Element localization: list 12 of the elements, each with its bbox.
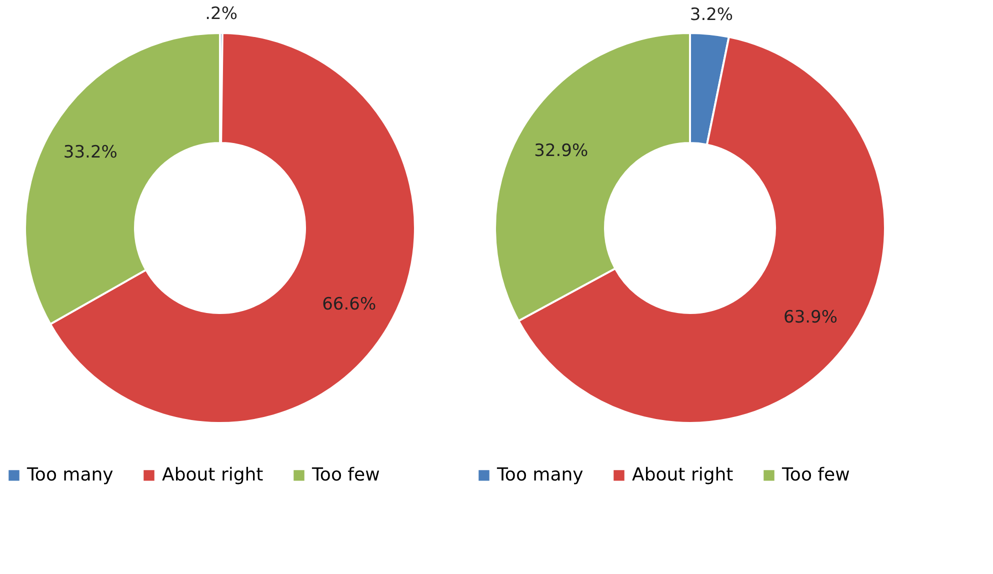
data-label: 3.2%: [690, 5, 734, 26]
legend-label: Too few: [781, 464, 850, 486]
legend-label: About right: [162, 464, 264, 486]
legend-label: Too many: [26, 464, 114, 486]
data-label: .2%: [205, 4, 238, 24]
legend-label: Too few: [311, 464, 380, 486]
data-label: 33.2%: [63, 142, 118, 162]
legend-label: About right: [632, 464, 734, 486]
data-label: 32.9%: [534, 141, 588, 162]
legend-label: Too many: [496, 464, 584, 486]
data-label: 63.9%: [784, 307, 838, 328]
data-label: 66.6%: [322, 294, 376, 314]
